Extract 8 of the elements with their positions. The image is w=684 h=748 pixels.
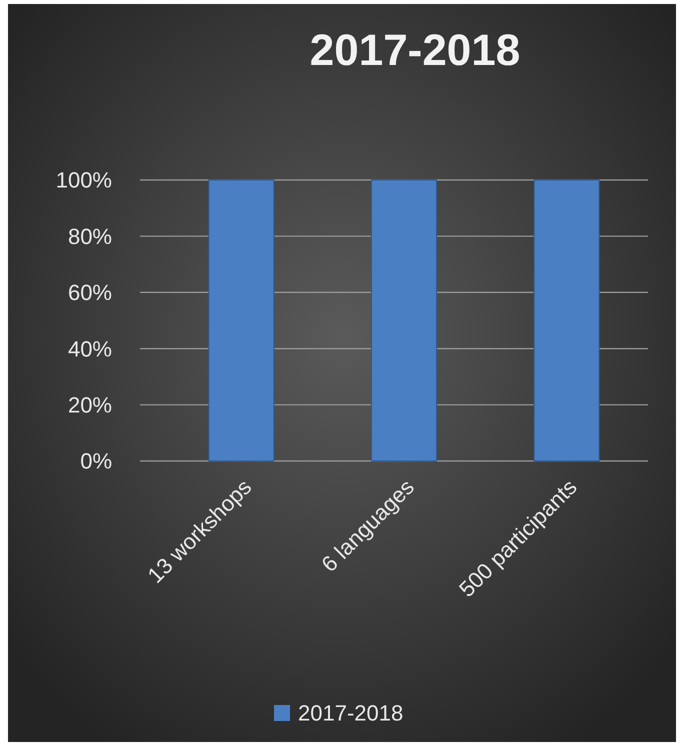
y-tick-label: 60% xyxy=(68,280,112,306)
y-tick-label: 40% xyxy=(68,336,112,362)
text: 2017-2018 xyxy=(298,700,404,726)
y-tick-label: 20% xyxy=(68,392,112,418)
y-tick-label: 80% xyxy=(68,224,112,249)
chart-title: 2017-2018 xyxy=(310,26,520,75)
y-tick-label: 0% xyxy=(80,448,112,474)
y-tick-label: 100% xyxy=(56,168,112,193)
